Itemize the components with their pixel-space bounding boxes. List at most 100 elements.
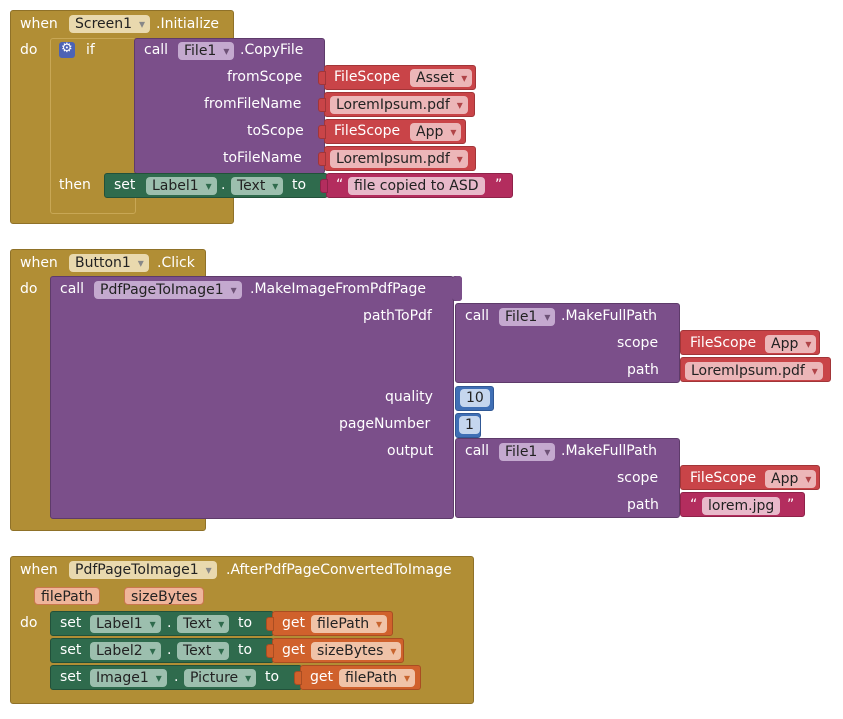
quote-close: ”	[787, 497, 795, 513]
to-label: to	[238, 615, 253, 631]
inner-call-label: call	[465, 443, 490, 459]
scope-label-1: scope	[617, 335, 659, 351]
method-name: .CopyFile	[240, 42, 304, 58]
var-dropdown-row2[interactable]: sizeBytes	[311, 642, 402, 660]
scope-dropdown-asset[interactable]: Asset	[410, 69, 473, 87]
filescope-label: FileScope	[690, 470, 757, 486]
scope-dropdown-app-2[interactable]: App	[765, 470, 817, 488]
component-dropdown[interactable]: Screen1	[69, 15, 151, 33]
quote-open: “	[690, 497, 698, 513]
set-label: set	[60, 615, 82, 631]
param-toscope-label: toScope	[247, 123, 304, 139]
get-label: get	[310, 669, 333, 685]
filename-dropdown-pdf[interactable]: LoremIpsum.pdf	[685, 362, 823, 380]
set-label1-text-block[interactable]	[50, 611, 274, 636]
event-name: .Initialize	[156, 16, 220, 32]
set-label: set	[114, 177, 136, 193]
when-label: when	[20, 562, 58, 578]
get-label: get	[282, 615, 305, 631]
dot-label: .	[167, 615, 172, 631]
event-name: .Click	[157, 255, 195, 271]
filename-dropdown-1[interactable]: LoremIpsum.pdf	[330, 96, 468, 114]
quality-value-field[interactable]: 10	[460, 389, 490, 407]
to-label: to	[238, 642, 253, 658]
component-dropdown-row1[interactable]: Label1	[90, 615, 161, 633]
copyfile-call-block[interactable]	[134, 38, 325, 174]
set-label: set	[60, 642, 82, 658]
method-name: .MakeImageFromPdfPage	[250, 281, 427, 297]
property-dropdown-row3[interactable]: Picture	[184, 669, 257, 687]
param-quality-label: quality	[385, 389, 433, 405]
file1-dropdown-2[interactable]: File1	[499, 443, 556, 461]
then-label: then	[59, 177, 91, 193]
connector-nub	[318, 152, 326, 166]
event-name: .AfterPdfPageConvertedToImage	[226, 562, 452, 578]
to-label: to	[265, 669, 280, 685]
header-extension-fill	[454, 276, 462, 301]
label1-dropdown[interactable]: Label1	[146, 177, 217, 195]
dot-label: .	[167, 642, 172, 658]
param-pathtopdf-label: pathToPdf	[363, 308, 432, 324]
mutator-gear-icon[interactable]	[59, 41, 75, 58]
param-fromfilename-label: fromFileName	[204, 96, 302, 112]
scope-label-2: scope	[617, 470, 659, 486]
file1-dropdown-1[interactable]: File1	[499, 308, 556, 326]
var-dropdown-row3[interactable]: filePath	[339, 669, 416, 687]
pdfpagetoimage1-dropdown[interactable]: PdfPageToImage1	[94, 281, 242, 299]
to-label: to	[292, 177, 307, 193]
inner-call-label: call	[465, 308, 490, 324]
component-dropdown-row2[interactable]: Label2	[90, 642, 161, 660]
when-label: when	[20, 16, 58, 32]
param-fromscope-label: fromScope	[227, 69, 303, 85]
component-dropdown[interactable]: Button1	[69, 254, 149, 272]
make-image-call-block[interactable]	[50, 276, 454, 519]
component-dropdown-row3[interactable]: Image1	[90, 669, 167, 687]
when-label: when	[20, 255, 58, 271]
dot-label: .	[221, 177, 226, 193]
inner-method-name: .MakeFullPath	[561, 443, 658, 459]
do-label: do	[20, 615, 38, 631]
dot-label: .	[174, 669, 179, 685]
connector-nub	[318, 125, 326, 139]
makefullpath-call-block-1[interactable]	[455, 303, 680, 383]
property-dropdown-row2[interactable]: Text	[177, 642, 230, 660]
path-text-field[interactable]: lorem.jpg	[702, 497, 781, 515]
connector-nub	[320, 179, 328, 193]
set-label: set	[60, 669, 82, 685]
connector-nub	[318, 98, 326, 112]
component-dropdown[interactable]: PdfPageToImage1	[69, 561, 217, 579]
call-label: call	[60, 281, 85, 297]
quote-open: “	[336, 177, 344, 193]
param-sizebytes[interactable]: sizeBytes	[124, 587, 205, 605]
call-label: call	[144, 42, 169, 58]
path-label-1: path	[627, 362, 659, 378]
filename-dropdown-2[interactable]: LoremIpsum.pdf	[330, 150, 468, 168]
get-label: get	[282, 642, 305, 658]
connector-nub	[266, 617, 274, 631]
scope-dropdown-app-1[interactable]: App	[765, 335, 817, 353]
set-label2-text-block[interactable]	[50, 638, 274, 663]
scope-dropdown-app[interactable]: App	[410, 123, 462, 141]
text-value-field[interactable]: file copied to ASD	[348, 177, 485, 195]
param-filepath[interactable]: filePath	[34, 587, 101, 605]
filescope-label: FileScope	[690, 335, 757, 351]
path-label-2: path	[627, 497, 659, 513]
property-dropdown-row1[interactable]: Text	[177, 615, 230, 633]
param-output-label: output	[387, 443, 434, 459]
inner-method-name: .MakeFullPath	[561, 308, 658, 324]
connector-nub	[318, 71, 326, 85]
makefullpath-call-block-2[interactable]	[455, 438, 680, 518]
connector-nub	[266, 644, 274, 658]
file1-dropdown[interactable]: File1	[178, 42, 235, 60]
text-property-dropdown[interactable]: Text	[231, 177, 284, 195]
pagenumber-value-field[interactable]: 1	[459, 416, 480, 434]
connector-nub	[294, 671, 302, 685]
filescope-label: FileScope	[334, 123, 401, 139]
var-dropdown-row1[interactable]: filePath	[311, 615, 388, 633]
filescope-label: FileScope	[334, 69, 401, 85]
param-pagenumber-label: pageNumber	[339, 416, 431, 432]
if-label: if	[86, 42, 95, 58]
do-label: do	[20, 42, 38, 58]
param-tofilename-label: toFileName	[223, 150, 302, 166]
quote-close: ”	[495, 177, 503, 193]
